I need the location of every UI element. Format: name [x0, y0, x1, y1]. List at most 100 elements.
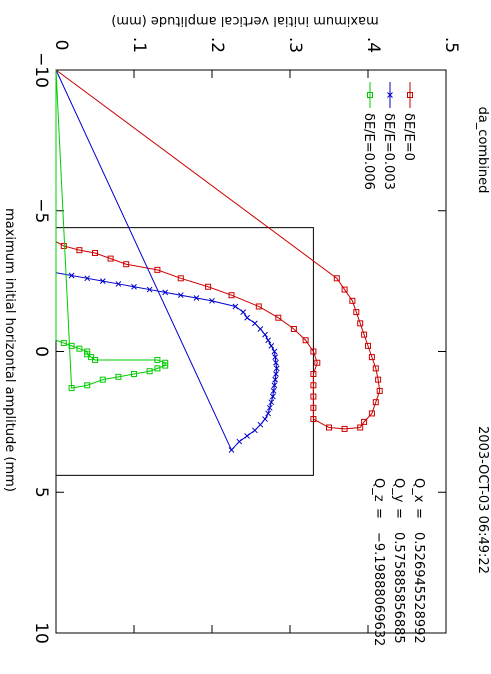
legend-marker	[387, 92, 393, 98]
tune-label: Q_y	[391, 478, 406, 503]
data-point	[162, 362, 169, 369]
y-tick-label: .3	[285, 37, 305, 53]
data-point	[314, 359, 321, 366]
data-point	[290, 325, 297, 332]
data-point	[333, 275, 340, 282]
data-point	[84, 382, 91, 389]
y-tick-label: .1	[129, 37, 149, 53]
axis-ticks: −10 −5 0 5 10 0 .1 .2 .3 .4 .5	[31, 37, 461, 644]
data-point	[365, 342, 371, 349]
data-point	[177, 292, 184, 299]
tune-info: Q_x = 0.526945528992 Q_y = 0.575885856885 Q_z =…	[371, 478, 426, 646]
data-point	[68, 342, 75, 349]
x-axis-label: maximum initial horizontal amplitude (mm…	[2, 208, 17, 492]
data-point	[357, 424, 364, 431]
data-point	[341, 286, 348, 293]
legend-marker	[367, 92, 373, 98]
data-point	[154, 266, 161, 273]
series-1	[55, 69, 280, 453]
data-point	[107, 255, 114, 262]
data-point	[357, 320, 364, 327]
data-point	[232, 303, 239, 310]
data-point	[154, 356, 161, 363]
data-point	[240, 309, 247, 315]
legend-label: δE/E=0	[401, 113, 416, 161]
data-point	[92, 249, 98, 256]
legend-label: δE/E=0.006	[361, 113, 376, 190]
data-point	[262, 331, 268, 338]
data-point	[236, 438, 243, 445]
data-point	[268, 399, 275, 406]
data-point	[310, 348, 317, 355]
data-point	[368, 354, 375, 361]
data-point	[60, 242, 67, 249]
data-point	[99, 376, 106, 383]
data-point	[273, 365, 280, 372]
data-point	[154, 365, 161, 372]
data-point	[131, 283, 137, 290]
data-point	[266, 404, 273, 411]
data-point	[252, 320, 258, 327]
chart-title: da_combined	[475, 107, 490, 194]
tune-equals: =	[391, 508, 406, 519]
data-point	[244, 433, 250, 439]
data-point	[269, 393, 276, 400]
data-point	[349, 297, 356, 304]
data-point	[268, 343, 275, 349]
data-point	[146, 286, 153, 293]
series-2	[55, 69, 169, 392]
data-point	[252, 427, 258, 434]
data-point	[270, 388, 277, 394]
y-tick-label: 0	[51, 40, 71, 51]
y-tick-label: .2	[207, 37, 227, 53]
data-point	[310, 371, 317, 378]
data-point	[272, 354, 279, 360]
data-point	[162, 289, 169, 296]
data-point	[302, 337, 309, 344]
data-point	[60, 340, 67, 347]
data-point	[375, 376, 382, 383]
x-tick-label: −10	[31, 52, 51, 88]
series-line	[55, 69, 381, 430]
data-point	[209, 297, 215, 304]
data-point	[76, 247, 83, 254]
y-tick-label: .5	[441, 37, 461, 53]
data-point	[193, 295, 200, 301]
data-point	[353, 309, 360, 316]
data-point	[265, 337, 272, 344]
data-point	[228, 292, 235, 299]
data-point	[131, 371, 137, 378]
y-tick-label: .4	[363, 37, 383, 53]
data-point	[68, 385, 75, 392]
data-point	[372, 399, 379, 406]
data-point	[257, 326, 264, 332]
data-point	[99, 278, 106, 284]
data-point	[262, 416, 268, 422]
timestamp: 2003-OCT-03 06:49:22	[475, 426, 490, 574]
data-point	[271, 348, 278, 355]
data-point	[255, 303, 262, 310]
data-point	[146, 368, 153, 375]
legend-label: δE/E=0.003	[381, 113, 396, 190]
data-point	[257, 421, 264, 428]
tune-equals: =	[371, 508, 386, 519]
y-axis-label: maximum initial vertical amplitude (mm)	[111, 13, 378, 28]
data-point	[361, 418, 368, 425]
x-tick-label: −5	[31, 198, 51, 223]
data-point	[341, 425, 348, 432]
data-point	[265, 410, 272, 417]
data-point	[115, 373, 122, 380]
tune-value: 0.575885856885	[391, 532, 406, 644]
data-point	[372, 365, 379, 372]
data-point	[115, 281, 122, 287]
x-tick-label: 10	[31, 622, 51, 644]
data-point	[68, 272, 75, 279]
series-layer	[55, 69, 383, 453]
data-point	[275, 314, 282, 321]
data-point	[361, 331, 368, 338]
tune-label: Q_x	[411, 478, 426, 503]
data-point	[326, 424, 332, 431]
x-tick-label: 5	[31, 487, 51, 498]
